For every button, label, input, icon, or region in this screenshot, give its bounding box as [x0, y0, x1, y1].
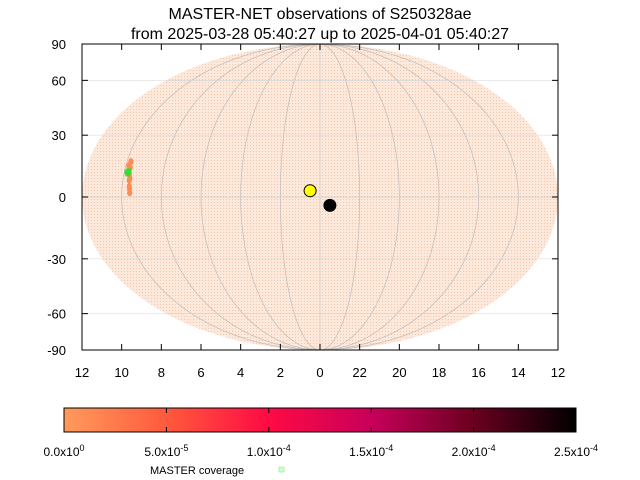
probability-point	[126, 162, 132, 170]
colorbar-gradient	[63, 407, 577, 433]
x-tick-label: 14	[511, 365, 525, 380]
x-tick-label: 22	[352, 365, 366, 380]
legend-label: MASTER coverage	[150, 465, 244, 477]
colorbar-tick-label: 1.0x10-4	[247, 443, 291, 459]
x-tick-label: 16	[471, 365, 485, 380]
y-tick-label: 60	[52, 73, 66, 88]
y-tick-label: -60	[47, 307, 66, 322]
master-coverage-point	[126, 168, 132, 174]
colorbar-tick-label: 2.5x10-4	[554, 443, 598, 459]
x-tick-label: 6	[197, 365, 204, 380]
colorbar-tick-exponent: -4	[283, 443, 291, 453]
chart-title-line2: from 2025-03-28 05:40:27 up to 2025-04-0…	[130, 26, 510, 43]
y-tick-label: 0	[59, 190, 66, 205]
colorbar-tick-label: 5.0x10-5	[144, 443, 188, 459]
y-axis-ticks: 90 60 30 0 -30 -60 -90	[47, 37, 558, 358]
colorbar-tick-exponent: -4	[590, 443, 598, 453]
x-tick-label: 8	[158, 365, 165, 380]
x-tick-label: 10	[114, 365, 128, 380]
x-tick-label: 4	[237, 365, 244, 380]
colorbar-tick-label: 0.0x100	[43, 443, 84, 459]
x-tick-label: 12	[551, 365, 565, 380]
colorbar-tick-exponent: -5	[180, 443, 188, 453]
moon-marker	[323, 198, 337, 212]
y-tick-label: 30	[52, 128, 66, 143]
x-tick-label: 12	[75, 365, 89, 380]
y-tick-label: -30	[47, 252, 66, 267]
chart-title-line1: MASTER-NET observations of S250328ae	[168, 6, 472, 23]
y-tick-label: -90	[47, 343, 66, 358]
colorbar-tick-exponent: -4	[488, 443, 496, 453]
colorbar-tick-exponent: 0	[80, 443, 85, 453]
colorbar-tick-label: 2.0x10-4	[452, 443, 496, 459]
x-tick-label: 18	[432, 365, 446, 380]
master-coverage-point	[125, 171, 131, 177]
legend-marker	[278, 466, 285, 473]
legend: MASTER coverage	[150, 465, 285, 477]
probability-point	[126, 185, 133, 193]
colorbar-tick-label: 1.5x10-4	[349, 443, 393, 459]
colorbar: 0.0x100 5.0x10-5 1.0x10-4 1.5x10-4 2.0x10-4 2…	[43, 407, 598, 459]
colorbar-tick-exponent: -4	[385, 443, 393, 453]
x-tick-label: 0	[316, 365, 323, 380]
x-tick-label: 2	[277, 365, 284, 380]
y-tick-label: 90	[52, 37, 66, 52]
x-tick-label: 20	[392, 365, 406, 380]
x-axis-ticks: 12 10 8 6 4 2 0 22 20 18 16 14 12	[75, 44, 565, 380]
sun-marker	[303, 184, 317, 198]
map-layer	[82, 43, 558, 351]
